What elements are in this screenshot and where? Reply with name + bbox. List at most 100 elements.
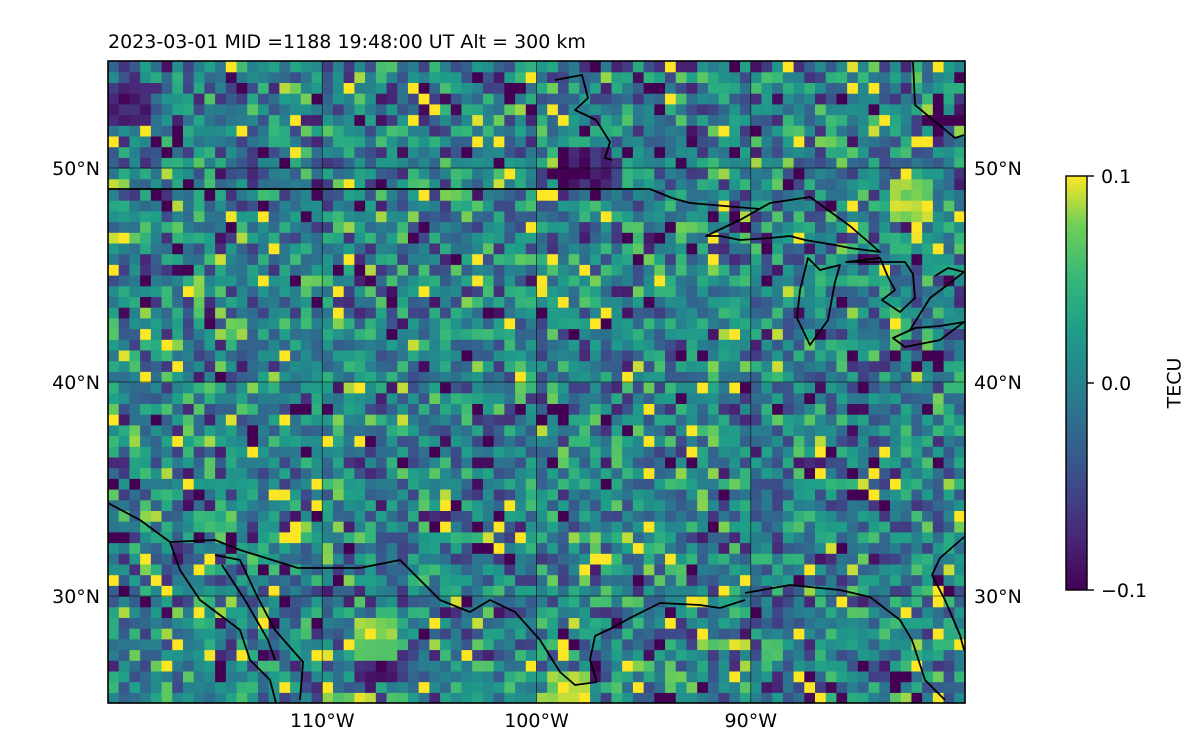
heatmap-cell — [311, 446, 323, 458]
heatmap-cell — [815, 499, 827, 511]
heatmap-cell — [622, 178, 634, 190]
heatmap-cell — [311, 628, 323, 640]
heatmap-cell — [836, 178, 848, 190]
heatmap-cell — [204, 403, 216, 415]
heatmap-cell — [611, 71, 623, 83]
heatmap-cell — [804, 424, 816, 437]
heatmap-cell — [879, 114, 891, 126]
heatmap-cell — [311, 392, 323, 404]
heatmap-cell — [707, 135, 720, 148]
heatmap-cell — [590, 382, 602, 394]
heatmap-cell — [515, 328, 527, 340]
heatmap-cell — [643, 210, 655, 223]
heatmap-cell — [900, 670, 913, 683]
heatmap-cell — [215, 606, 227, 618]
heatmap-cell — [204, 221, 216, 233]
heatmap-cell — [740, 424, 752, 437]
heatmap-cell — [236, 692, 248, 704]
heatmap-cell — [440, 339, 452, 351]
heatmap-cell — [332, 489, 345, 501]
heatmap-cell — [225, 392, 238, 404]
heatmap-cell — [632, 328, 645, 340]
heatmap-cell — [182, 360, 195, 372]
heatmap-cell — [236, 446, 248, 458]
heatmap-cell — [622, 71, 634, 83]
heatmap-cell — [343, 307, 355, 319]
heatmap-cell — [804, 542, 816, 554]
heatmap-cell — [525, 339, 538, 351]
heatmap-cell — [150, 285, 163, 297]
heatmap-cell — [193, 285, 206, 297]
heatmap-cell — [825, 670, 838, 683]
heatmap-cell — [536, 467, 548, 479]
heatmap-cell — [129, 435, 141, 447]
heatmap-cell — [257, 467, 270, 479]
heatmap-cell — [140, 210, 152, 223]
heatmap-cell — [729, 435, 741, 447]
heatmap-cell — [750, 596, 763, 608]
heatmap-cell — [482, 168, 495, 180]
heatmap-cell — [140, 531, 152, 544]
heatmap-cell — [750, 392, 763, 404]
heatmap-cell — [386, 371, 398, 383]
heatmap-cell — [568, 489, 580, 501]
heatmap-cell — [204, 649, 216, 661]
heatmap-cell — [782, 382, 795, 394]
heatmap-cell — [397, 210, 409, 223]
heatmap-cell — [300, 339, 313, 351]
heatmap-cell — [707, 242, 720, 255]
heatmap-cell — [665, 499, 677, 511]
heatmap-cell — [697, 275, 709, 287]
heatmap-cell — [204, 253, 216, 265]
heatmap-cell — [354, 71, 366, 83]
heatmap-cell — [943, 146, 955, 158]
heatmap-cell — [547, 146, 559, 158]
heatmap-cell — [236, 510, 248, 522]
heatmap-cell — [536, 114, 548, 126]
heatmap-cell — [772, 296, 784, 308]
heatmap-cell — [247, 275, 259, 287]
heatmap-cell — [622, 542, 634, 554]
heatmap-cell — [482, 275, 495, 287]
heatmap-cell — [686, 681, 698, 693]
heatmap-cell — [129, 125, 141, 137]
heatmap-cell — [879, 307, 891, 319]
heatmap-cell — [375, 189, 388, 201]
heatmap-cell — [161, 371, 173, 383]
heatmap-cell — [729, 71, 741, 83]
heatmap-cell — [675, 146, 688, 158]
heatmap-cell — [815, 285, 827, 297]
heatmap-cell — [472, 221, 484, 233]
heatmap-cell — [461, 606, 473, 618]
heatmap-cell — [375, 82, 388, 94]
heatmap-cell — [290, 360, 302, 372]
map-panel — [107, 60, 966, 704]
heatmap-cell — [418, 296, 430, 308]
heatmap-cell — [525, 221, 538, 233]
heatmap-cell — [225, 638, 238, 651]
heatmap-cell — [665, 446, 677, 458]
heatmap-cell — [504, 178, 516, 190]
heatmap-cell — [300, 424, 313, 437]
heatmap-cell — [729, 135, 741, 148]
heatmap-cell — [161, 403, 173, 415]
heatmap-cell — [740, 157, 752, 169]
heatmap-cell — [504, 456, 516, 469]
heatmap-cell — [472, 478, 484, 490]
heatmap-cell — [815, 221, 827, 233]
heatmap-cell — [108, 478, 120, 490]
heatmap-cell — [161, 585, 173, 597]
heatmap-cell — [365, 660, 377, 672]
heatmap-cell — [472, 670, 484, 683]
heatmap-cell — [429, 103, 441, 116]
heatmap-cell — [407, 210, 420, 223]
heatmap-cell — [686, 606, 698, 618]
heatmap-cell — [397, 478, 409, 490]
heatmap-cell — [129, 317, 141, 330]
heatmap-cell — [472, 189, 484, 201]
heatmap-cell — [365, 221, 377, 233]
heatmap-cell — [600, 628, 613, 640]
heatmap-cell — [900, 403, 913, 415]
heatmap-cell — [461, 253, 473, 265]
heatmap-cell — [643, 563, 655, 576]
